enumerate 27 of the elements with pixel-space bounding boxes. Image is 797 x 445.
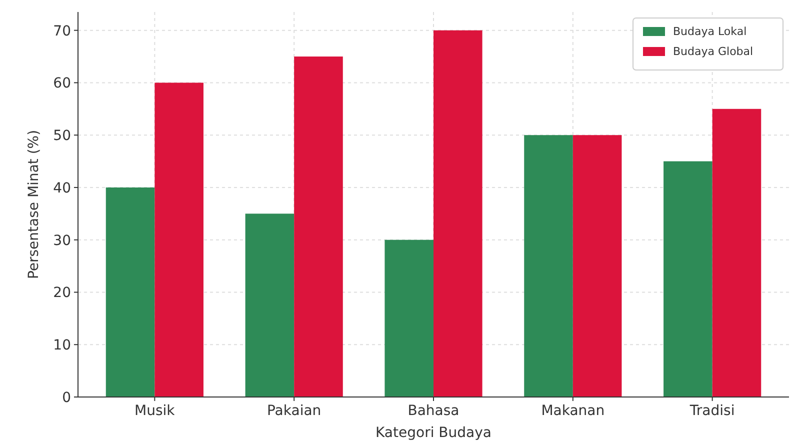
x-tick-label: Bahasa (408, 403, 460, 419)
y-tick-label: 60 (53, 76, 71, 92)
y-tick-label: 30 (53, 232, 71, 249)
bar (245, 214, 294, 397)
y-tick-label: 70 (53, 23, 71, 40)
x-axis-title: Kategori Budaya (376, 425, 492, 441)
y-tick-label: 40 (53, 180, 71, 196)
bar (712, 108, 762, 397)
bar (106, 187, 155, 397)
bar (384, 240, 434, 397)
y-tick-label: 0 (62, 390, 71, 406)
bar (572, 135, 622, 397)
y-axis-title: Persentase Minat (%) (26, 130, 42, 280)
bar (524, 135, 573, 397)
x-tick-label: Makanan (541, 403, 605, 419)
bar (294, 56, 343, 397)
bar (434, 30, 482, 397)
bar (154, 82, 204, 397)
x-tick-label: Tradisi (688, 403, 735, 419)
legend-label: Budaya Global (673, 45, 754, 58)
x-tick-label: Pakaian (266, 403, 322, 419)
y-tick-label: 20 (53, 285, 71, 302)
y-tick-label: 50 (53, 128, 71, 144)
y-tick-label: 10 (53, 338, 71, 354)
bar (664, 161, 712, 397)
x-tick-label: Musik (134, 403, 176, 419)
legend-label: Budaya Lokal (673, 25, 747, 38)
